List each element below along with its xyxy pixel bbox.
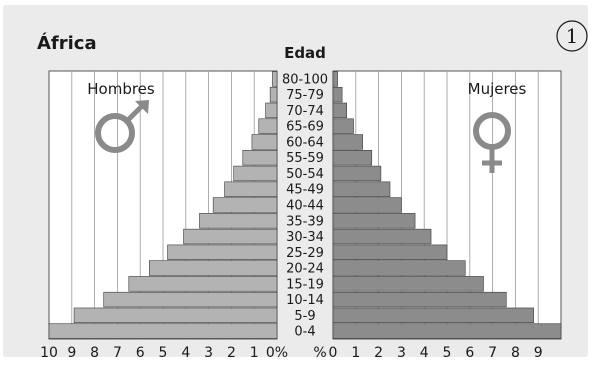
bar-mujeres-5-9 <box>332 307 534 324</box>
male-symbol-icon <box>95 100 149 153</box>
bar-hombres-65-69 <box>258 118 278 134</box>
age-label: 25-29 <box>286 246 324 261</box>
x-tick-male: 1 <box>250 345 259 361</box>
age-label: 40-44 <box>286 199 324 214</box>
age-label: 20-24 <box>286 262 324 277</box>
x-tick-female: 8 <box>511 345 520 361</box>
bar-hombres-25-29 <box>167 244 278 260</box>
bar-hombres-75-79 <box>269 86 278 103</box>
bar-hombres-0-4 <box>48 323 278 339</box>
bar-mujeres-30-34 <box>332 228 432 245</box>
legend-females: Mujeres <box>468 80 527 98</box>
x-tick-female: 9 <box>534 345 543 361</box>
bar-hombres-5-9 <box>73 307 278 324</box>
x-tick-male: 10 <box>40 345 58 361</box>
x-tick-male: 6 <box>136 345 145 361</box>
bar-hombres-70-74 <box>265 102 278 119</box>
population-pyramid-chart: 80-10075-7970-7465-6960-6455-5950-5445-4… <box>37 20 588 361</box>
chart-panel: 80-100 75-79 70-74 65-69 60-64 55-59 50-54 45-4… <box>3 5 588 361</box>
x-tick-male: 9 <box>67 345 76 361</box>
y-axis-title: Edad <box>284 44 326 62</box>
chart-title: África <box>37 32 97 54</box>
age-label: 30-34 <box>286 230 324 245</box>
badge-number: 1 <box>566 24 579 48</box>
x-tick-female: 0 <box>329 345 338 361</box>
x-tick-male: 2 <box>227 345 236 361</box>
age-label: 0-4 <box>294 325 315 340</box>
bar-hombres-40-44 <box>212 197 278 213</box>
age-label: 45-49 <box>286 183 324 198</box>
age-label: 60-64 <box>286 135 324 150</box>
x-tick-female: % <box>313 345 326 361</box>
bar-mujeres-55-59 <box>332 150 373 166</box>
bar-mujeres-75-79 <box>332 86 343 103</box>
bar-hombres-20-24 <box>149 260 278 276</box>
legend-males: Hombres <box>87 80 155 98</box>
x-tick-female: 1 <box>351 345 360 361</box>
bar-hombres-15-19 <box>128 276 278 292</box>
bar-mujeres-50-54 <box>332 165 382 182</box>
female-symbol-icon <box>473 112 511 173</box>
bar-hombres-30-34 <box>183 228 278 245</box>
x-tick-male: 3 <box>204 345 213 361</box>
age-label: 75-79 <box>286 88 324 103</box>
x-tick-male: 0% <box>266 345 288 361</box>
age-label: 5-9 <box>294 309 315 324</box>
bar-hombres-60-64 <box>251 134 278 150</box>
x-tick-male: 7 <box>113 345 122 361</box>
age-label: 10-14 <box>286 293 324 308</box>
bar-mujeres-70-74 <box>332 102 347 119</box>
bar-mujeres-60-64 <box>332 134 363 150</box>
age-label: 70-74 <box>286 104 324 119</box>
bar-mujeres-25-29 <box>332 244 448 260</box>
x-tick-female: 7 <box>488 345 497 361</box>
x-tick-female: 3 <box>397 345 406 361</box>
bar-mujeres-0-4 <box>332 323 562 339</box>
x-tick-female: 5 <box>443 345 452 361</box>
age-label: 35-39 <box>286 214 324 229</box>
age-label: 55-59 <box>286 151 324 166</box>
bar-hombres-10-14 <box>103 291 278 308</box>
bar-mujeres-20-24 <box>332 260 466 276</box>
bar-mujeres-45-49 <box>332 181 391 197</box>
bar-hombres-80-100 <box>272 71 278 87</box>
bar-mujeres-10-14 <box>332 291 507 308</box>
bar-hombres-50-54 <box>233 165 278 182</box>
x-tick-female: 2 <box>374 345 383 361</box>
bar-mujeres-15-19 <box>332 276 484 292</box>
x-tick-male: 8 <box>90 345 99 361</box>
x-tick-male: 4 <box>181 345 190 361</box>
bar-mujeres-80-100 <box>332 71 338 87</box>
bar-hombres-35-39 <box>199 213 278 229</box>
badge-circle <box>556 20 588 52</box>
x-tick-female: 6 <box>465 345 474 361</box>
bar-mujeres-35-39 <box>332 213 416 229</box>
age-label: 80-100 <box>282 72 328 87</box>
age-label: 50-54 <box>286 167 324 182</box>
x-tick-male: 5 <box>159 345 168 361</box>
x-tick-female: 4 <box>420 345 429 361</box>
bar-hombres-45-49 <box>224 181 278 197</box>
bar-mujeres-40-44 <box>332 197 402 213</box>
bar-hombres-55-59 <box>242 150 278 166</box>
bar-mujeres-65-69 <box>332 118 354 134</box>
age-label: 65-69 <box>286 120 324 135</box>
age-label: 15-19 <box>286 277 324 292</box>
